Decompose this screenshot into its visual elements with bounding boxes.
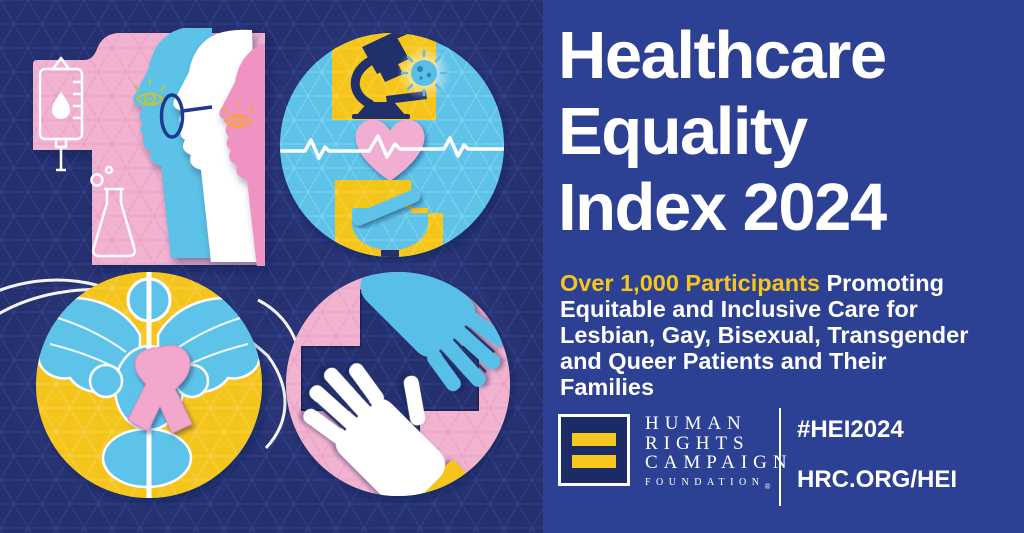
mortar-pestle-icon xyxy=(335,180,443,257)
helping-hands-circle xyxy=(286,272,510,496)
awareness-ribbon-icon xyxy=(127,345,193,434)
transgender-face-profiles xyxy=(133,28,265,266)
title-line-2: Equality xyxy=(558,94,808,169)
registered-mark: ® xyxy=(764,481,771,491)
title-line-3: Index 2024 xyxy=(558,170,887,245)
website-url: HRC.ORG/HEI xyxy=(797,466,958,493)
hrc-word-rights: RIGHTS xyxy=(645,432,750,454)
caduceus-circle xyxy=(36,272,262,498)
title-line-1: Healthcare xyxy=(558,18,887,93)
page-title: Healthcare Equality Index 2024 xyxy=(558,18,887,246)
hrc-word-foundation: FOUNDATION® xyxy=(645,476,771,491)
hashtag: #HEI2024 xyxy=(797,416,904,443)
footer: HUMAN RIGHTS CAMPAIGN FOUNDATION® xyxy=(558,413,793,491)
iv-drip-icon xyxy=(38,56,84,172)
hrc-word-human: HUMAN xyxy=(645,413,747,434)
subtitle-rest: Promoting Equitable and Inclusive Care f… xyxy=(560,270,969,400)
equals-bar-top xyxy=(572,432,616,446)
flask-icon xyxy=(90,165,136,258)
vertical-divider xyxy=(779,408,781,506)
virus-icon xyxy=(397,46,451,100)
subtitle: Over 1,000 Participants Promoting Equita… xyxy=(560,270,976,400)
hrc-word-campaign: CAMPAIGN xyxy=(645,452,793,473)
equals-bar-bottom xyxy=(572,454,616,468)
hrc-wordmark: HUMAN RIGHTS CAMPAIGN FOUNDATION® xyxy=(645,413,793,491)
campaign-tags: #HEI2024 HRC.ORG/HEI xyxy=(797,416,957,494)
eye-icon xyxy=(222,101,254,128)
monocle-icon xyxy=(159,93,213,139)
hrc-equality-logo xyxy=(558,414,630,486)
numeral-one xyxy=(33,28,265,266)
text-panel: Healthcare Equality Index 2024 Over 1,00… xyxy=(543,0,1024,533)
white-hand-icon xyxy=(303,363,470,496)
health-science-circle xyxy=(280,33,504,257)
heartbeat-ekg-icon xyxy=(280,134,504,160)
caduceus-icon xyxy=(36,272,262,498)
illustration-panel xyxy=(0,0,543,533)
subtitle-highlight: Over 1,000 Participants xyxy=(560,270,820,296)
eye-icon xyxy=(134,79,166,106)
